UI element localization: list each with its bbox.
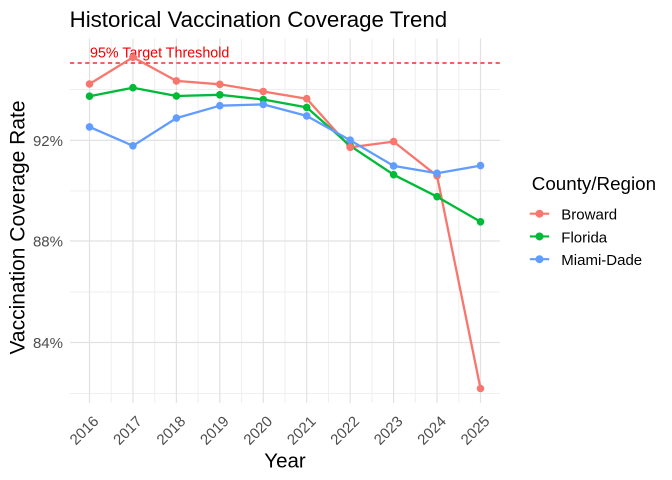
svg-text:Florida: Florida <box>561 229 608 246</box>
svg-text:Broward: Broward <box>561 207 617 224</box>
svg-text:County/Region: County/Region <box>532 173 656 194</box>
svg-text:Miami-Dade: Miami-Dade <box>561 252 642 269</box>
svg-text:92%: 92% <box>33 133 63 150</box>
svg-text:Historical Vaccination Coverag: Historical Vaccination Coverage Trend <box>70 7 448 32</box>
svg-text:95% Target Threshold: 95% Target Threshold <box>90 46 229 62</box>
svg-text:Vaccination Coverage Rate: Vaccination Coverage Rate <box>7 100 30 354</box>
svg-text:84%: 84% <box>33 335 63 352</box>
svg-text:88%: 88% <box>33 233 63 250</box>
svg-text:Year: Year <box>264 449 306 472</box>
